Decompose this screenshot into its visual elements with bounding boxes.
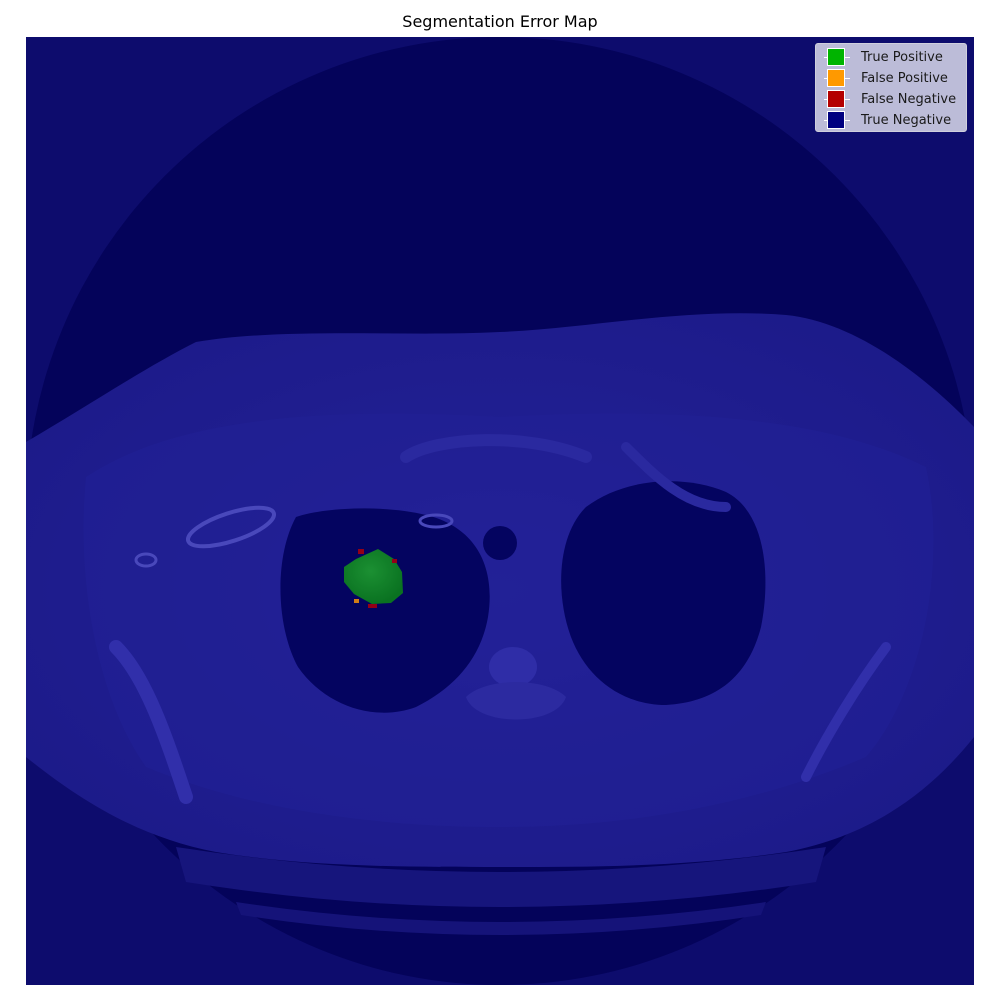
- ct-scan-image: [26, 37, 974, 985]
- rib-arc: [801, 642, 891, 782]
- legend-item: True Positive: [824, 47, 966, 68]
- legend: True Positive False Positive False Negat…: [815, 43, 967, 132]
- trachea: [483, 526, 517, 560]
- rib-ring: [418, 513, 454, 529]
- clavicle-ring: [185, 505, 277, 549]
- rib-arc: [621, 442, 731, 512]
- false-negative-region: [358, 549, 364, 554]
- rib-arc: [109, 640, 193, 804]
- true-negative-overlay: [26, 37, 974, 985]
- ct-image-panel: [26, 37, 974, 985]
- legend-swatch-false-positive: [827, 69, 845, 87]
- legend-swatch-true-negative: [827, 111, 845, 129]
- legend-label: True Negative: [861, 113, 952, 128]
- vertebral-body: [489, 647, 537, 687]
- legend-item: False Negative: [824, 89, 966, 110]
- true-positive-region: [344, 549, 403, 604]
- legend-item: True Negative: [824, 110, 966, 131]
- rib-fragment: [134, 552, 158, 568]
- legend-swatch-true-positive: [827, 48, 845, 66]
- legend-item: False Positive: [824, 68, 966, 89]
- false-positive-region: [354, 599, 359, 603]
- scanner-table-rail: [236, 902, 766, 935]
- left-lung: [561, 481, 766, 705]
- scanner-table: [176, 847, 826, 907]
- legend-label: True Positive: [861, 50, 943, 65]
- figure-title: Segmentation Error Map: [402, 12, 598, 31]
- legend-label: False Positive: [861, 71, 948, 86]
- sternum-region: [400, 434, 592, 463]
- right-lung: [280, 508, 490, 713]
- false-negative-region: [392, 559, 397, 563]
- legend-swatch-false-negative: [827, 90, 845, 108]
- vertebral-arch: [466, 682, 566, 720]
- false-negative-region: [368, 604, 377, 608]
- legend-label: False Negative: [861, 92, 957, 107]
